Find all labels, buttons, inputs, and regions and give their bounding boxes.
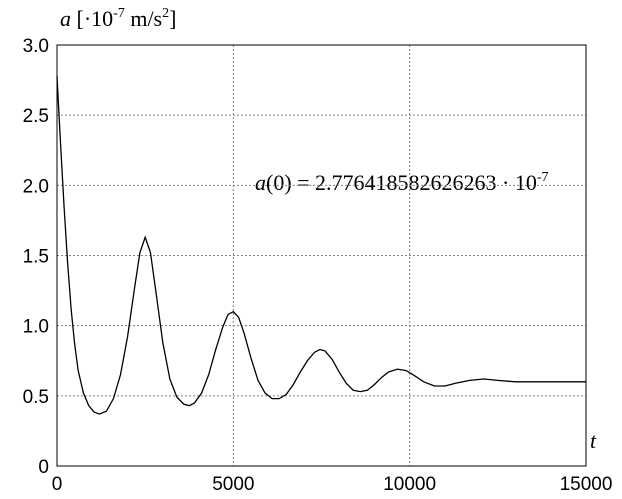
y-label-part: ] xyxy=(169,6,176,31)
y-label-part: -7 xyxy=(113,6,125,21)
y-tick-label: 1.5 xyxy=(23,247,49,268)
y-label-part: a xyxy=(60,6,71,31)
plot-frame xyxy=(56,44,587,467)
annotation-part: -7 xyxy=(537,170,549,185)
y-tick-label: 1.0 xyxy=(23,317,49,338)
x-tick-label: 0 xyxy=(52,474,63,495)
y-tick-label: 2.0 xyxy=(23,176,49,197)
y-label-part: 2 xyxy=(162,6,169,21)
data-line xyxy=(56,76,586,415)
annotation: a(0) = 2.776418582626263 · 10-7 xyxy=(255,170,549,195)
y-tick-label: 0 xyxy=(38,457,49,478)
x-tick-label: 10000 xyxy=(383,474,436,495)
x-tick-label: 5000 xyxy=(212,474,254,495)
y-label-part: [·10 xyxy=(71,6,113,31)
y-tick-label: 0.5 xyxy=(23,387,49,408)
y-axis-label: a [·10-7 m/s2] xyxy=(60,6,176,31)
annotation-part: (0) = 2.776418582626263 · 10 xyxy=(266,170,537,195)
y-tick-label: 2.5 xyxy=(23,106,49,127)
x-tick-label: 15000 xyxy=(560,474,613,495)
y-label-part: m/s xyxy=(125,6,162,31)
annotation-part: a xyxy=(255,170,266,195)
x-axis-label: t xyxy=(590,428,597,453)
y-tick-label: 3.0 xyxy=(23,36,49,57)
